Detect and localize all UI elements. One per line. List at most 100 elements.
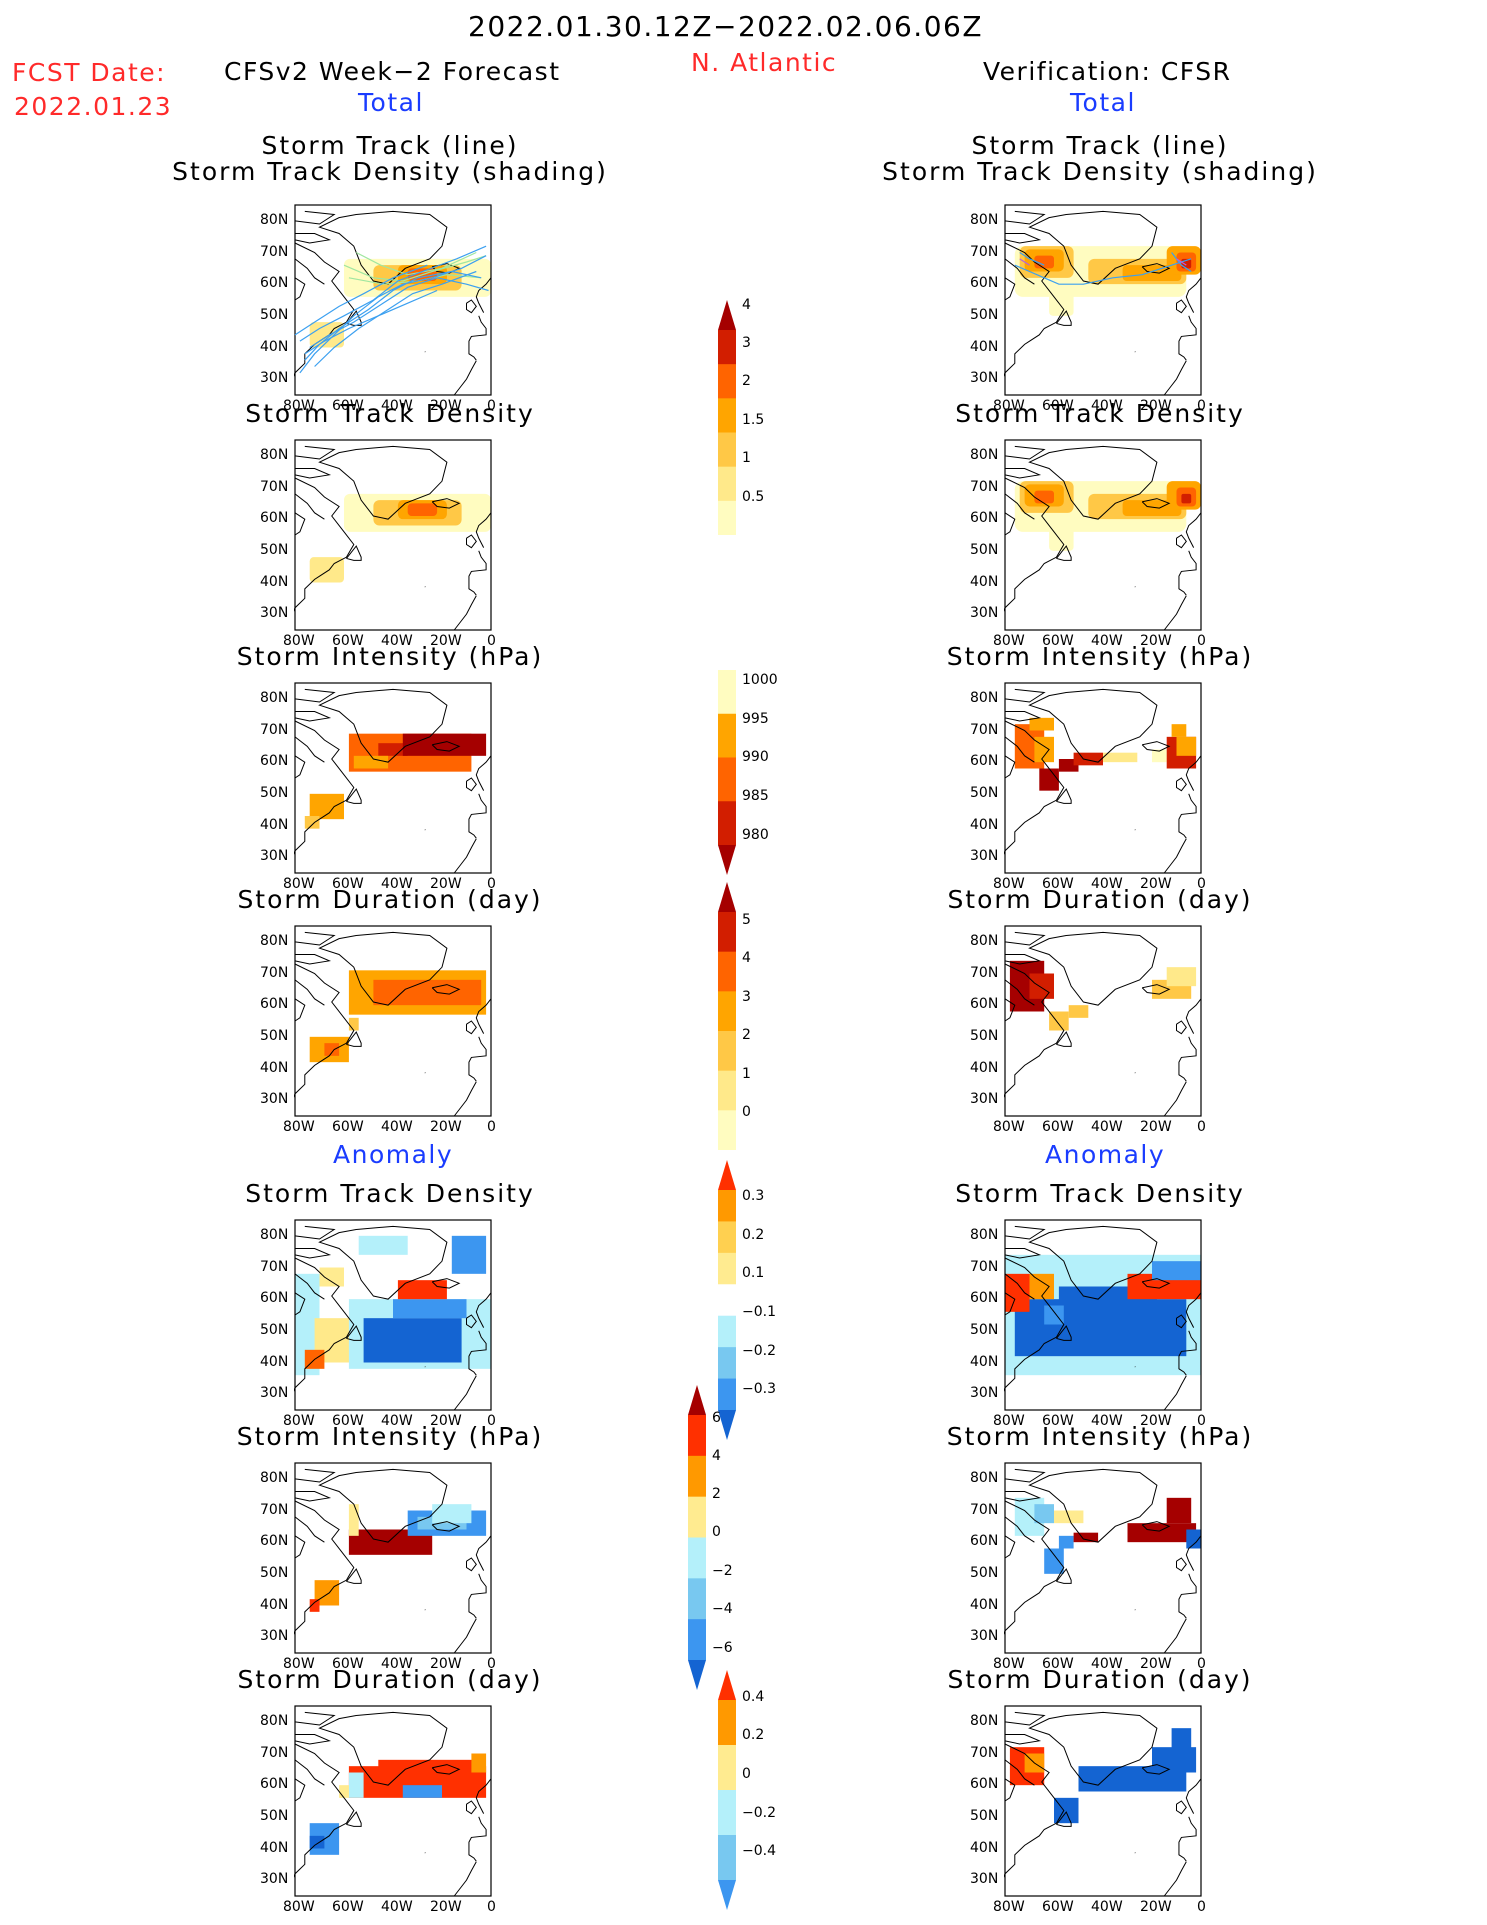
- coastline: [475, 512, 492, 548]
- colorbar-segment: [718, 1835, 736, 1881]
- storm-track-line: [1176, 258, 1187, 266]
- colorbar-segment: [718, 912, 736, 953]
- lat-tick-label: 80N: [260, 689, 289, 706]
- lat-tick-label: 30N: [260, 1871, 289, 1888]
- right-intensity-title: Storm Intensity (hPa): [946, 642, 1254, 671]
- shading-cell: [402, 733, 487, 756]
- colorbar-density: [718, 300, 736, 535]
- storm-track-line: [343, 255, 487, 282]
- coastline: [466, 777, 477, 792]
- left-anom-duration-title: Storm Duration (day): [237, 1665, 543, 1694]
- coastline: [1004, 979, 1035, 1006]
- coastline: [468, 1330, 487, 1376]
- coastline: [1178, 315, 1197, 361]
- map-frame: [294, 1705, 492, 1897]
- coastline: [453, 838, 477, 874]
- storm-track-line: [304, 289, 438, 355]
- lat-tick-label: 80N: [970, 1469, 999, 1486]
- colorbar-tick-label: 985: [742, 788, 769, 804]
- coastline: [453, 595, 477, 631]
- lon-tick-label: 60W: [1042, 876, 1074, 892]
- coastline: [294, 512, 306, 536]
- lat-tick-label: 60N: [970, 510, 999, 527]
- map-frame: [1004, 1462, 1202, 1654]
- coastline: [294, 1734, 332, 1745]
- coastline: [294, 688, 336, 703]
- right-anom-duration-title: Storm Duration (day): [947, 1665, 1253, 1694]
- coastline: [294, 979, 325, 1006]
- coastline: [468, 1816, 487, 1862]
- colorbar-tick-label: 0: [742, 1766, 751, 1782]
- lat-tick-label: 80N: [260, 446, 289, 463]
- lat-tick-label: 50N: [970, 784, 999, 801]
- colorbar-intensity_anom: [688, 1385, 706, 1690]
- coastline: [1004, 1734, 1042, 1745]
- lat-tick-label: 70N: [970, 1258, 999, 1275]
- coastline: [1163, 838, 1187, 874]
- coastline: [466, 299, 477, 314]
- colorbar-segment: [718, 364, 736, 399]
- coastline: [1004, 1535, 1016, 1559]
- lon-tick-label: 80W: [993, 398, 1025, 414]
- shading-cell: [309, 557, 344, 583]
- coastline: [431, 1764, 461, 1775]
- coastline: [294, 1516, 325, 1543]
- coastline: [468, 315, 487, 361]
- coastline: [431, 1521, 461, 1532]
- colorbar-bottom-triangle: [718, 1410, 736, 1440]
- shading-cell: [1186, 1529, 1201, 1549]
- lat-tick-label: 60N: [260, 1533, 289, 1550]
- colorbar-segment: [718, 1190, 736, 1222]
- coastline: [294, 210, 336, 225]
- lon-tick-label: 80W: [993, 1656, 1025, 1672]
- lon-tick-label: 80W: [993, 1413, 1025, 1429]
- lat-tick-label: 60N: [970, 753, 999, 770]
- lat-tick-label: 50N: [260, 1807, 289, 1824]
- coastline: [1004, 1248, 1042, 1259]
- coastline: [431, 498, 461, 509]
- shading-cell: [1171, 1728, 1192, 1754]
- colorbar-segment: [688, 1578, 706, 1620]
- shading-cell: [1176, 736, 1197, 756]
- lon-tick-label: 0: [1197, 398, 1206, 414]
- lat-tick-label: 80N: [260, 1469, 289, 1486]
- lat-tick-label: 60N: [260, 275, 289, 292]
- shading-cell: [1005, 1273, 1030, 1312]
- lon-tick-label: 40W: [1091, 398, 1123, 414]
- shading-cell: [1171, 724, 1187, 737]
- lon-tick-label: 40W: [1091, 1119, 1123, 1135]
- lon-tick-label: 0: [487, 398, 496, 414]
- lon-tick-label: 60W: [1042, 1413, 1074, 1429]
- lat-tick-label: 50N: [970, 1321, 999, 1338]
- lat-tick-label: 40N: [970, 1353, 999, 1370]
- lat-tick-label: 60N: [970, 1776, 999, 1793]
- lon-tick-label: 40W: [1091, 876, 1123, 892]
- colorbar-segment: [718, 1700, 736, 1746]
- shading-cell: [1073, 1532, 1099, 1543]
- lon-tick-label: 40W: [381, 633, 413, 649]
- coastline: [1004, 1711, 1046, 1726]
- shading-cell: [432, 1504, 472, 1524]
- lat-tick-label: 40N: [970, 1059, 999, 1076]
- lat-tick-label: 40N: [970, 816, 999, 833]
- coastline: [1028, 688, 1158, 763]
- coastline: [475, 998, 492, 1034]
- lat-tick-label: 40N: [970, 1839, 999, 1856]
- lat-tick-label: 40N: [970, 1596, 999, 1613]
- coastline: [294, 1248, 332, 1259]
- coastline: [1176, 1020, 1187, 1035]
- colorbar-bottom-triangle: [688, 1660, 706, 1690]
- coastline: [294, 493, 325, 520]
- colorbar-segment: [718, 1284, 736, 1317]
- lat-tick-label: 30N: [260, 1091, 289, 1108]
- coastline: [1178, 1816, 1197, 1862]
- coastline: [346, 1811, 362, 1827]
- coastline: [318, 445, 448, 520]
- right-track-line-title: Storm Track (line): [971, 131, 1229, 160]
- coastline: [1185, 755, 1202, 791]
- colorbar-segment: [688, 1537, 706, 1579]
- coastline: [1141, 984, 1171, 995]
- coastline: [1004, 720, 1065, 855]
- lon-tick-label: 40W: [381, 876, 413, 892]
- coastline: [466, 1800, 477, 1815]
